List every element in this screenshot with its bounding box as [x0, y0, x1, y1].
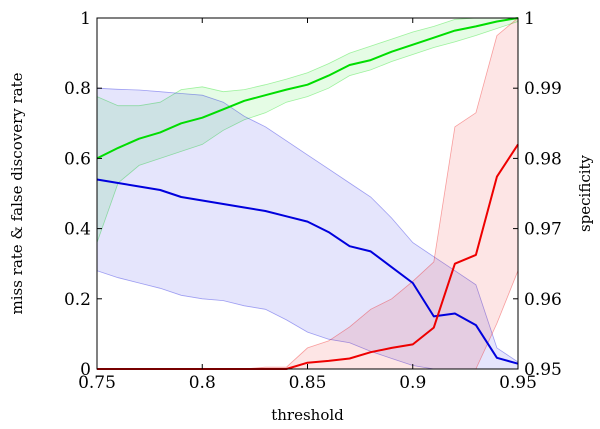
line-blue: [96, 178, 519, 365]
y-right-tick-label: 1: [524, 9, 535, 29]
y-left-tick-label: 0.6: [64, 149, 91, 169]
y-left-tick-label: 0: [80, 360, 91, 380]
confidence-bands: [96, 17, 519, 370]
y-axis-left-label: miss rate & false discovery rate: [8, 72, 26, 314]
y-left-tick-label: 0.2: [64, 290, 91, 310]
y-axis-right-label: specificity: [576, 154, 594, 232]
y-right-tick-label: 0.96: [524, 290, 562, 310]
x-tick-label: 0.95: [499, 373, 537, 393]
y-right-tick-label: 0.98: [524, 149, 562, 169]
x-tick-label: 0.75: [78, 373, 116, 393]
x-tick-label: 0.8: [189, 373, 216, 393]
y-right-tick-label: 0.99: [524, 79, 562, 99]
x-axis-label: threshold: [271, 406, 344, 424]
y-left-tick-label: 0.4: [64, 220, 91, 240]
y-left-tick-label: 0.8: [64, 79, 91, 99]
x-tick-label: 0.85: [289, 373, 327, 393]
y-right-tick-label: 0.97: [524, 220, 562, 240]
y-right-tick-label: 0.95: [524, 360, 562, 380]
axis-ticks: 0.75 0.8 0.85 0.9 0.95 0 0.2 0.4 0.6 0.8 1 0.95 0.96…: [64, 9, 562, 393]
line-green: [96, 17, 519, 160]
y-left-tick-label: 1: [80, 9, 91, 29]
x-tick-label: 0.9: [399, 373, 426, 393]
